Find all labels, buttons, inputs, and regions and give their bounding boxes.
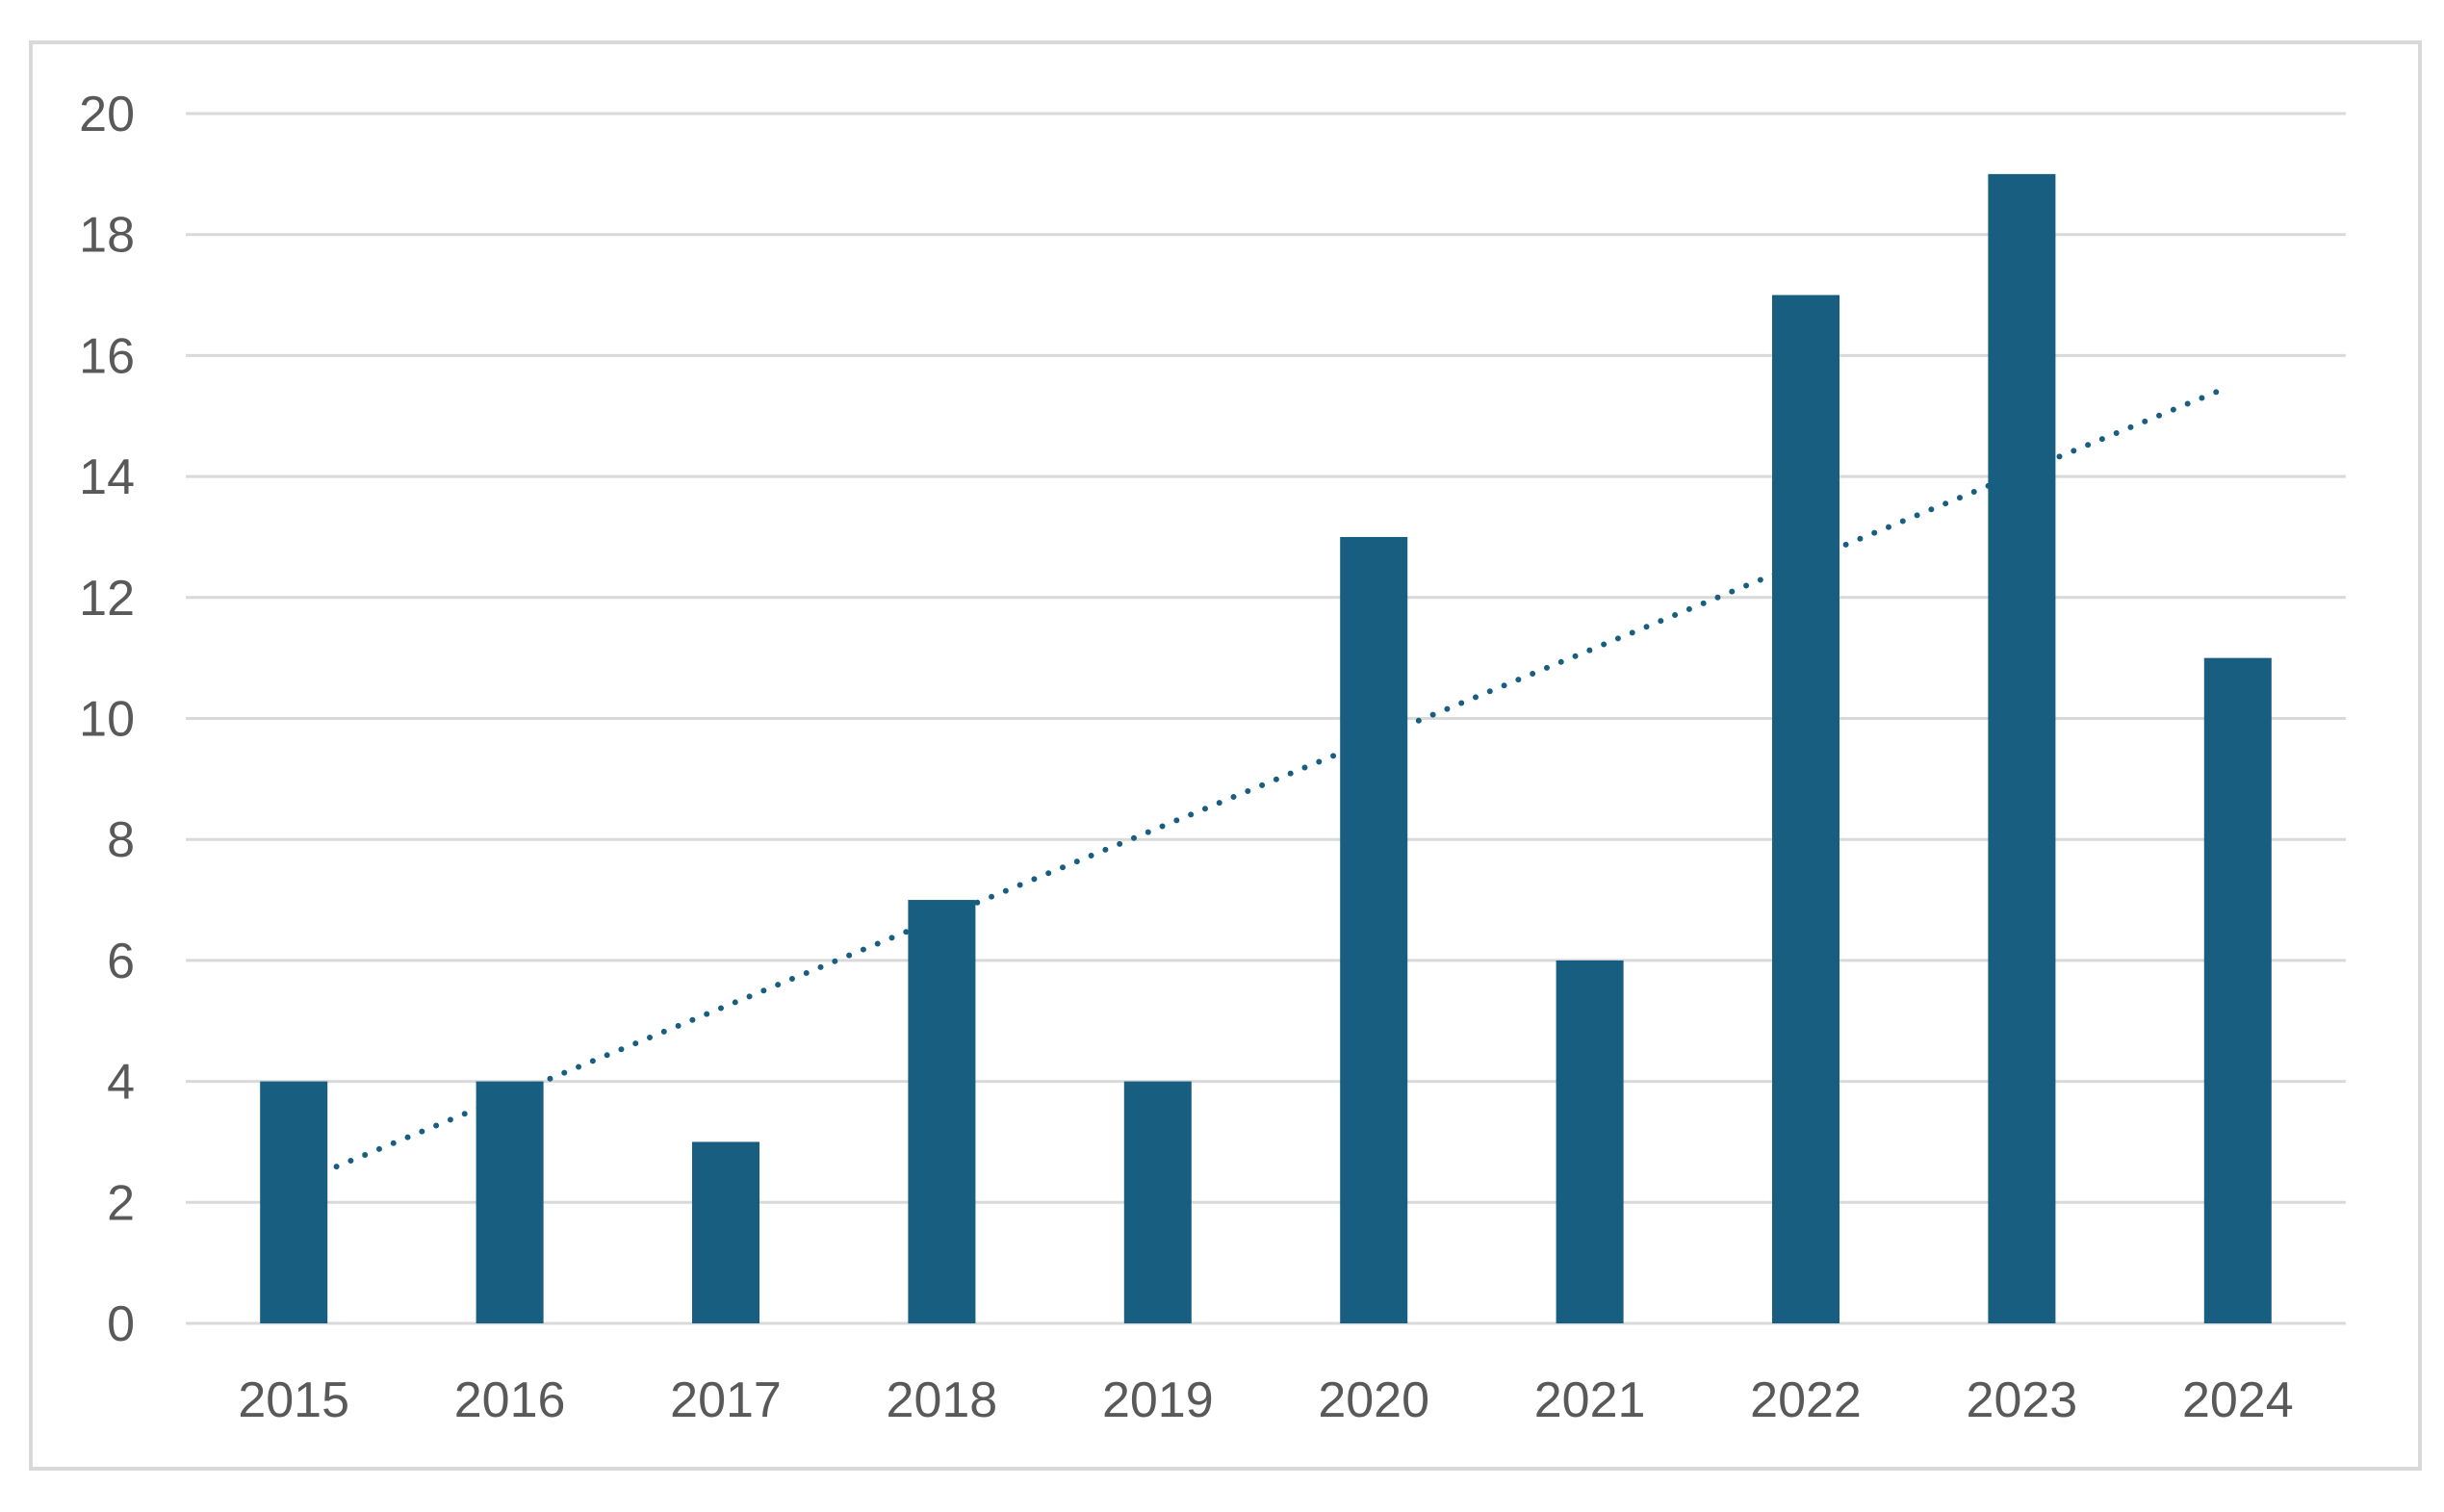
bar-2016 [476,1081,544,1323]
bar-2020 [1340,536,1408,1323]
y-axis-tick-labels: 0 2 4 6 8 10 12 14 16 18 20 [79,87,135,1352]
bar-2022 [1772,295,1839,1323]
x-tick-label-2018: 2018 [887,1372,998,1428]
bar-2018 [908,900,976,1323]
y-tick-label-6: 6 [107,934,135,989]
trendline [291,389,2220,1188]
x-tick-label-2016: 2016 [454,1372,566,1428]
x-tick-label-2023: 2023 [1967,1372,2078,1428]
bars [260,173,2272,1324]
x-tick-label-2022: 2022 [1750,1372,1862,1428]
bar-2023 [1988,173,2056,1324]
bar-2021 [1556,960,1624,1323]
bar-2017 [692,1141,759,1323]
y-tick-label-20: 20 [79,87,135,142]
y-tick-label-14: 14 [79,449,135,505]
y-tick-label-0: 0 [107,1296,135,1352]
y-tick-label-12: 12 [79,571,135,627]
x-tick-label-2017: 2017 [670,1372,782,1428]
bar-2024 [2203,657,2272,1323]
x-tick-label-2020: 2020 [1318,1372,1429,1428]
gridlines [186,112,2346,1325]
x-tick-label-2024: 2024 [2182,1372,2294,1428]
y-tick-label-2: 2 [107,1175,135,1231]
y-tick-label-8: 8 [107,812,135,868]
x-tick-label-2019: 2019 [1102,1372,1214,1428]
y-tick-label-16: 16 [79,328,135,384]
x-axis-tick-labels: 2015 2016 2017 2018 2019 2020 2021 2022 2023 2024 [238,1372,2293,1428]
x-tick-label-2015: 2015 [238,1372,349,1428]
y-tick-label-4: 4 [107,1055,135,1111]
bar-2015 [260,1081,328,1323]
bar-2019 [1123,1081,1192,1323]
x-tick-label-2021: 2021 [1534,1372,1646,1428]
y-tick-label-18: 18 [79,208,135,264]
y-tick-label-10: 10 [79,692,135,748]
trendline-layer [291,389,2220,1188]
